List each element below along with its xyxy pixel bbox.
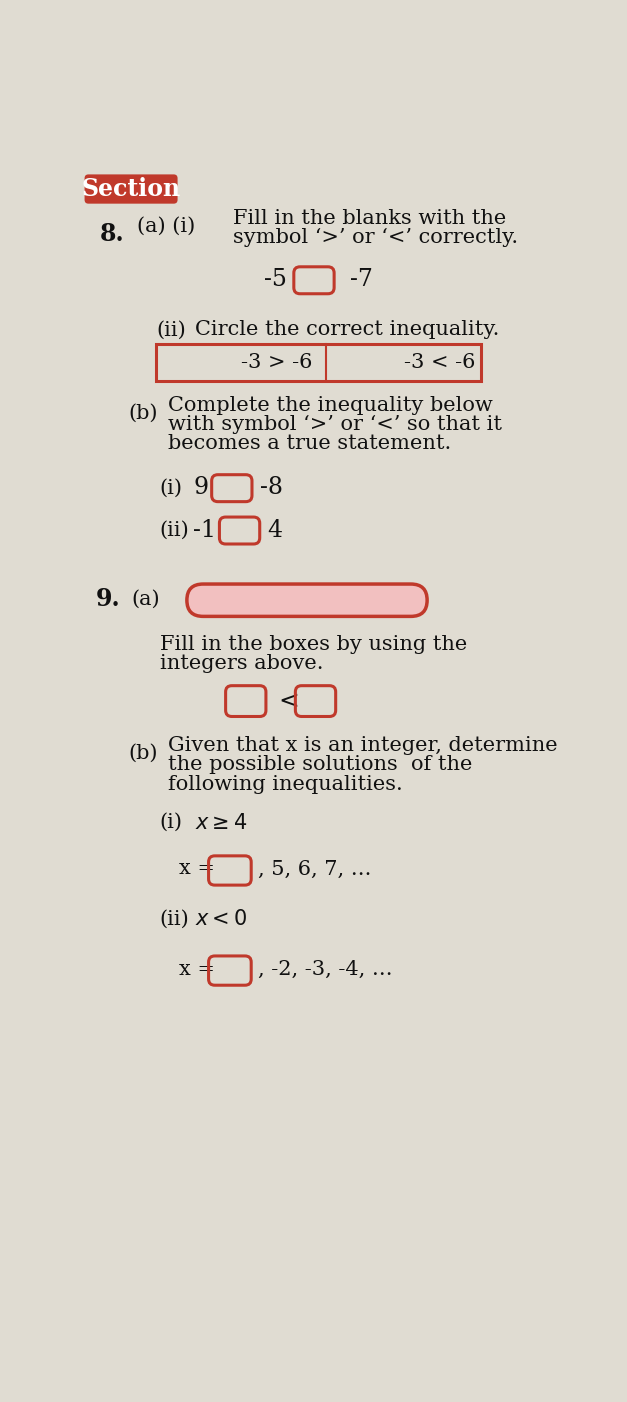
Text: integers above.: integers above. [160, 653, 324, 673]
Text: symbol ‘>’ or ‘<’ correctly.: symbol ‘>’ or ‘<’ correctly. [233, 229, 519, 247]
Text: -3 > -6: -3 > -6 [241, 353, 312, 372]
Text: (ii): (ii) [156, 321, 186, 339]
Text: (a) (i): (a) (i) [137, 216, 196, 236]
Text: (ii): (ii) [160, 520, 189, 540]
FancyBboxPatch shape [187, 585, 427, 617]
FancyBboxPatch shape [85, 174, 177, 203]
Text: Complete the inequality below: Complete the inequality below [167, 395, 492, 415]
Text: with symbol ‘>’ or ‘<’ so that it: with symbol ‘>’ or ‘<’ so that it [167, 415, 502, 435]
Text: 8.: 8. [100, 222, 125, 245]
Text: (ii): (ii) [160, 910, 189, 928]
Text: -8: -8 [260, 477, 283, 499]
Text: becomes a true statement.: becomes a true statement. [167, 435, 451, 453]
Text: (a): (a) [131, 590, 160, 608]
Text: (i): (i) [160, 478, 182, 498]
Text: -7: -7 [350, 268, 372, 292]
Text: Fill in the blanks with the: Fill in the blanks with the [233, 209, 507, 227]
Text: <: < [278, 690, 299, 714]
Text: Given that x is an integer, determine: Given that x is an integer, determine [167, 736, 557, 756]
Text: -2: -2 [256, 589, 280, 611]
Text: , -2, -3, -4, …: , -2, -3, -4, … [258, 959, 393, 979]
Text: Section: Section [82, 177, 181, 200]
Text: the possible solutions  of the: the possible solutions of the [167, 756, 472, 774]
Text: (b): (b) [129, 404, 158, 422]
Text: $x < 0$: $x < 0$ [194, 908, 247, 930]
Text: (b): (b) [129, 744, 158, 763]
Text: (i): (i) [160, 813, 182, 833]
Text: , 5, 6, 7, …: , 5, 6, 7, … [258, 859, 372, 879]
Text: x =: x = [179, 959, 215, 979]
Text: Fill in the boxes by using the: Fill in the boxes by using the [160, 635, 467, 653]
Text: 9.: 9. [95, 587, 120, 611]
Text: -5: -5 [265, 268, 287, 292]
Text: -1: -1 [193, 519, 216, 541]
Text: $x \geq 4$: $x \geq 4$ [194, 813, 247, 833]
Text: x =: x = [179, 859, 215, 879]
Text: 9: 9 [193, 477, 208, 499]
Text: -8: -8 [365, 589, 388, 611]
Text: Circle the correct inequality.: Circle the correct inequality. [194, 321, 499, 339]
Text: following inequalities.: following inequalities. [167, 775, 403, 794]
Text: 4: 4 [268, 519, 283, 541]
Text: -3 < -6: -3 < -6 [404, 353, 475, 372]
Bar [156, 343, 482, 381]
